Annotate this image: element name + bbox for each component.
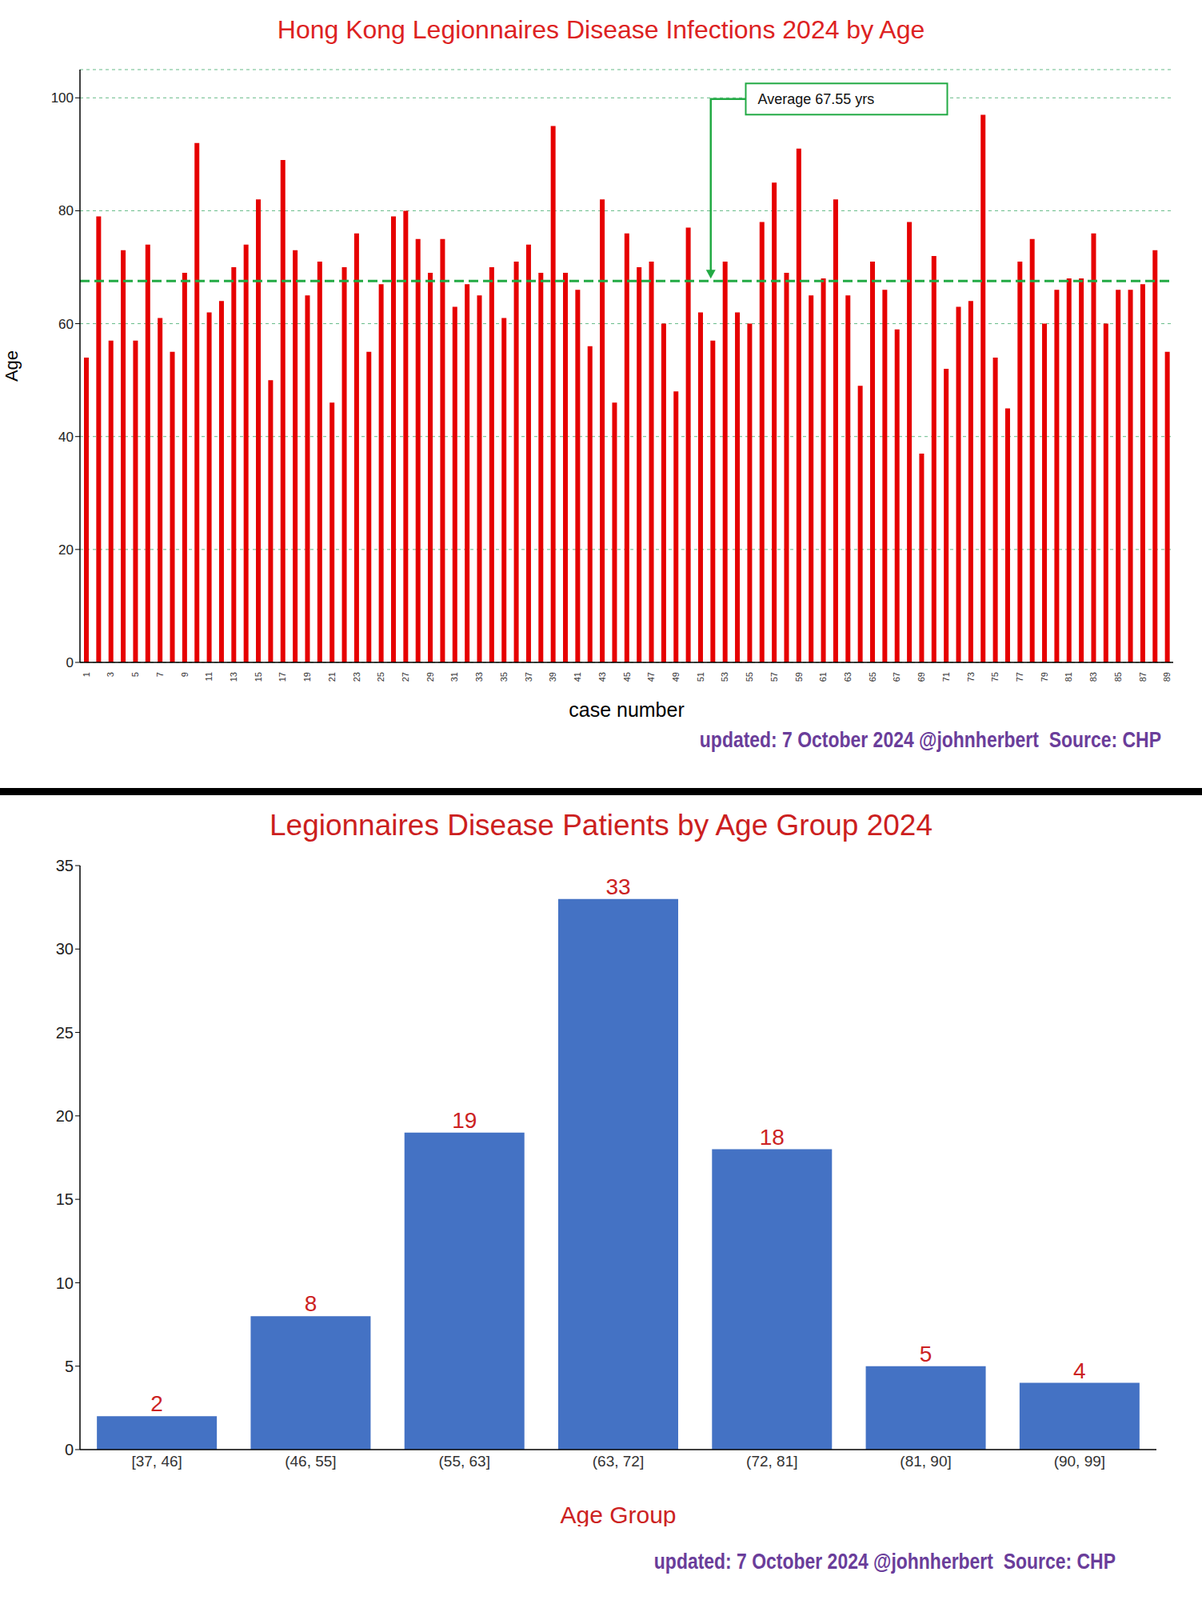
svg-text:79: 79	[1039, 671, 1050, 682]
svg-text:47: 47	[646, 671, 656, 682]
svg-text:87: 87	[1138, 671, 1148, 682]
svg-text:3: 3	[105, 671, 116, 677]
svg-text:15: 15	[253, 671, 264, 682]
svg-text:5: 5	[64, 1357, 74, 1375]
svg-text:71: 71	[941, 671, 951, 682]
svg-text:Age: Age	[6, 350, 22, 382]
svg-text:17: 17	[277, 671, 288, 682]
svg-text:20: 20	[58, 542, 74, 558]
svg-text:69: 69	[916, 671, 927, 682]
svg-text:33: 33	[605, 874, 631, 899]
svg-text:20: 20	[55, 1106, 74, 1125]
svg-text:7: 7	[155, 671, 165, 677]
svg-text:53: 53	[719, 671, 730, 682]
svg-text:49: 49	[670, 671, 681, 682]
svg-text:21: 21	[327, 671, 337, 682]
svg-text:13: 13	[228, 671, 239, 682]
svg-text:(81, 90]: (81, 90]	[899, 1452, 951, 1470]
svg-text:40: 40	[58, 429, 74, 445]
svg-text:(72, 81]: (72, 81]	[746, 1452, 798, 1470]
svg-text:Age Group: Age Group	[559, 1501, 676, 1526]
svg-text:9: 9	[179, 671, 190, 677]
svg-text:25: 25	[375, 671, 386, 682]
html-text:updated: 7 October 2024 @johnh: updated: 7 October 2024 @johnherbert Sou…	[654, 1549, 1116, 1574]
svg-text:45: 45	[622, 671, 632, 682]
svg-text:37: 37	[523, 671, 534, 682]
svg-text:31: 31	[449, 671, 460, 682]
svg-text:(55, 63]: (55, 63]	[438, 1452, 490, 1470]
svg-text:60: 60	[58, 316, 74, 332]
svg-text:(90, 99]: (90, 99]	[1054, 1452, 1106, 1470]
svg-text:5: 5	[130, 671, 140, 677]
svg-text:0: 0	[66, 654, 74, 671]
svg-text:89: 89	[1162, 671, 1172, 682]
svg-text:55: 55	[744, 671, 755, 682]
svg-text:33: 33	[474, 671, 484, 682]
svg-text:27: 27	[400, 671, 411, 682]
svg-text:83: 83	[1088, 671, 1099, 682]
svg-text:29: 29	[425, 671, 436, 682]
svg-text:65: 65	[867, 671, 878, 682]
svg-text:61: 61	[818, 671, 828, 682]
svg-text:0: 0	[64, 1440, 74, 1458]
svg-text:4: 4	[1073, 1357, 1087, 1383]
svg-text:63: 63	[842, 671, 853, 682]
html-text:Hong Kong Legionnaires Disease: Hong Kong Legionnaires Disease Infection…	[277, 15, 925, 44]
svg-text:8: 8	[304, 1290, 318, 1316]
svg-text:18: 18	[759, 1124, 785, 1150]
svg-text:35: 35	[55, 856, 74, 875]
svg-text:43: 43	[597, 671, 607, 682]
svg-text:35: 35	[499, 671, 509, 682]
svg-text:39: 39	[547, 671, 558, 682]
svg-text:1: 1	[81, 671, 92, 677]
svg-text:5: 5	[919, 1341, 933, 1366]
svg-text:Average 67.55 yrs: Average 67.55 yrs	[758, 91, 875, 108]
svg-text:77: 77	[1014, 671, 1025, 682]
svg-text:2: 2	[150, 1390, 164, 1416]
svg-text:19: 19	[302, 671, 312, 682]
svg-text:19: 19	[451, 1107, 477, 1133]
svg-text:[37, 46]: [37, 46]	[131, 1452, 182, 1470]
svg-text:15: 15	[55, 1190, 74, 1208]
svg-text:case number: case number	[568, 698, 685, 720]
svg-text:85: 85	[1113, 671, 1123, 682]
svg-text:30: 30	[55, 939, 74, 958]
svg-text:59: 59	[794, 671, 804, 682]
svg-text:51: 51	[695, 671, 706, 682]
svg-text:67: 67	[891, 671, 902, 682]
svg-text:23: 23	[351, 671, 362, 682]
html-text:Legionnaires Disease Patients: Legionnaires Disease Patients by Age Gro…	[269, 808, 933, 842]
svg-text:10: 10	[55, 1273, 74, 1292]
svg-text:75: 75	[990, 671, 1000, 682]
svg-text:(63, 72]: (63, 72]	[592, 1452, 644, 1470]
svg-text:80: 80	[58, 203, 74, 219]
svg-text:73: 73	[966, 671, 976, 682]
svg-text:25: 25	[55, 1023, 74, 1042]
svg-text:11: 11	[203, 671, 214, 681]
html-text:updated: 7 October 2024 @johnh: updated: 7 October 2024 @johnherbert Sou…	[699, 727, 1162, 752]
svg-text:(46, 55]: (46, 55]	[284, 1452, 336, 1470]
svg-text:81: 81	[1063, 671, 1074, 682]
svg-text:100: 100	[51, 90, 74, 106]
svg-text:41: 41	[572, 671, 583, 682]
svg-text:57: 57	[769, 671, 779, 682]
